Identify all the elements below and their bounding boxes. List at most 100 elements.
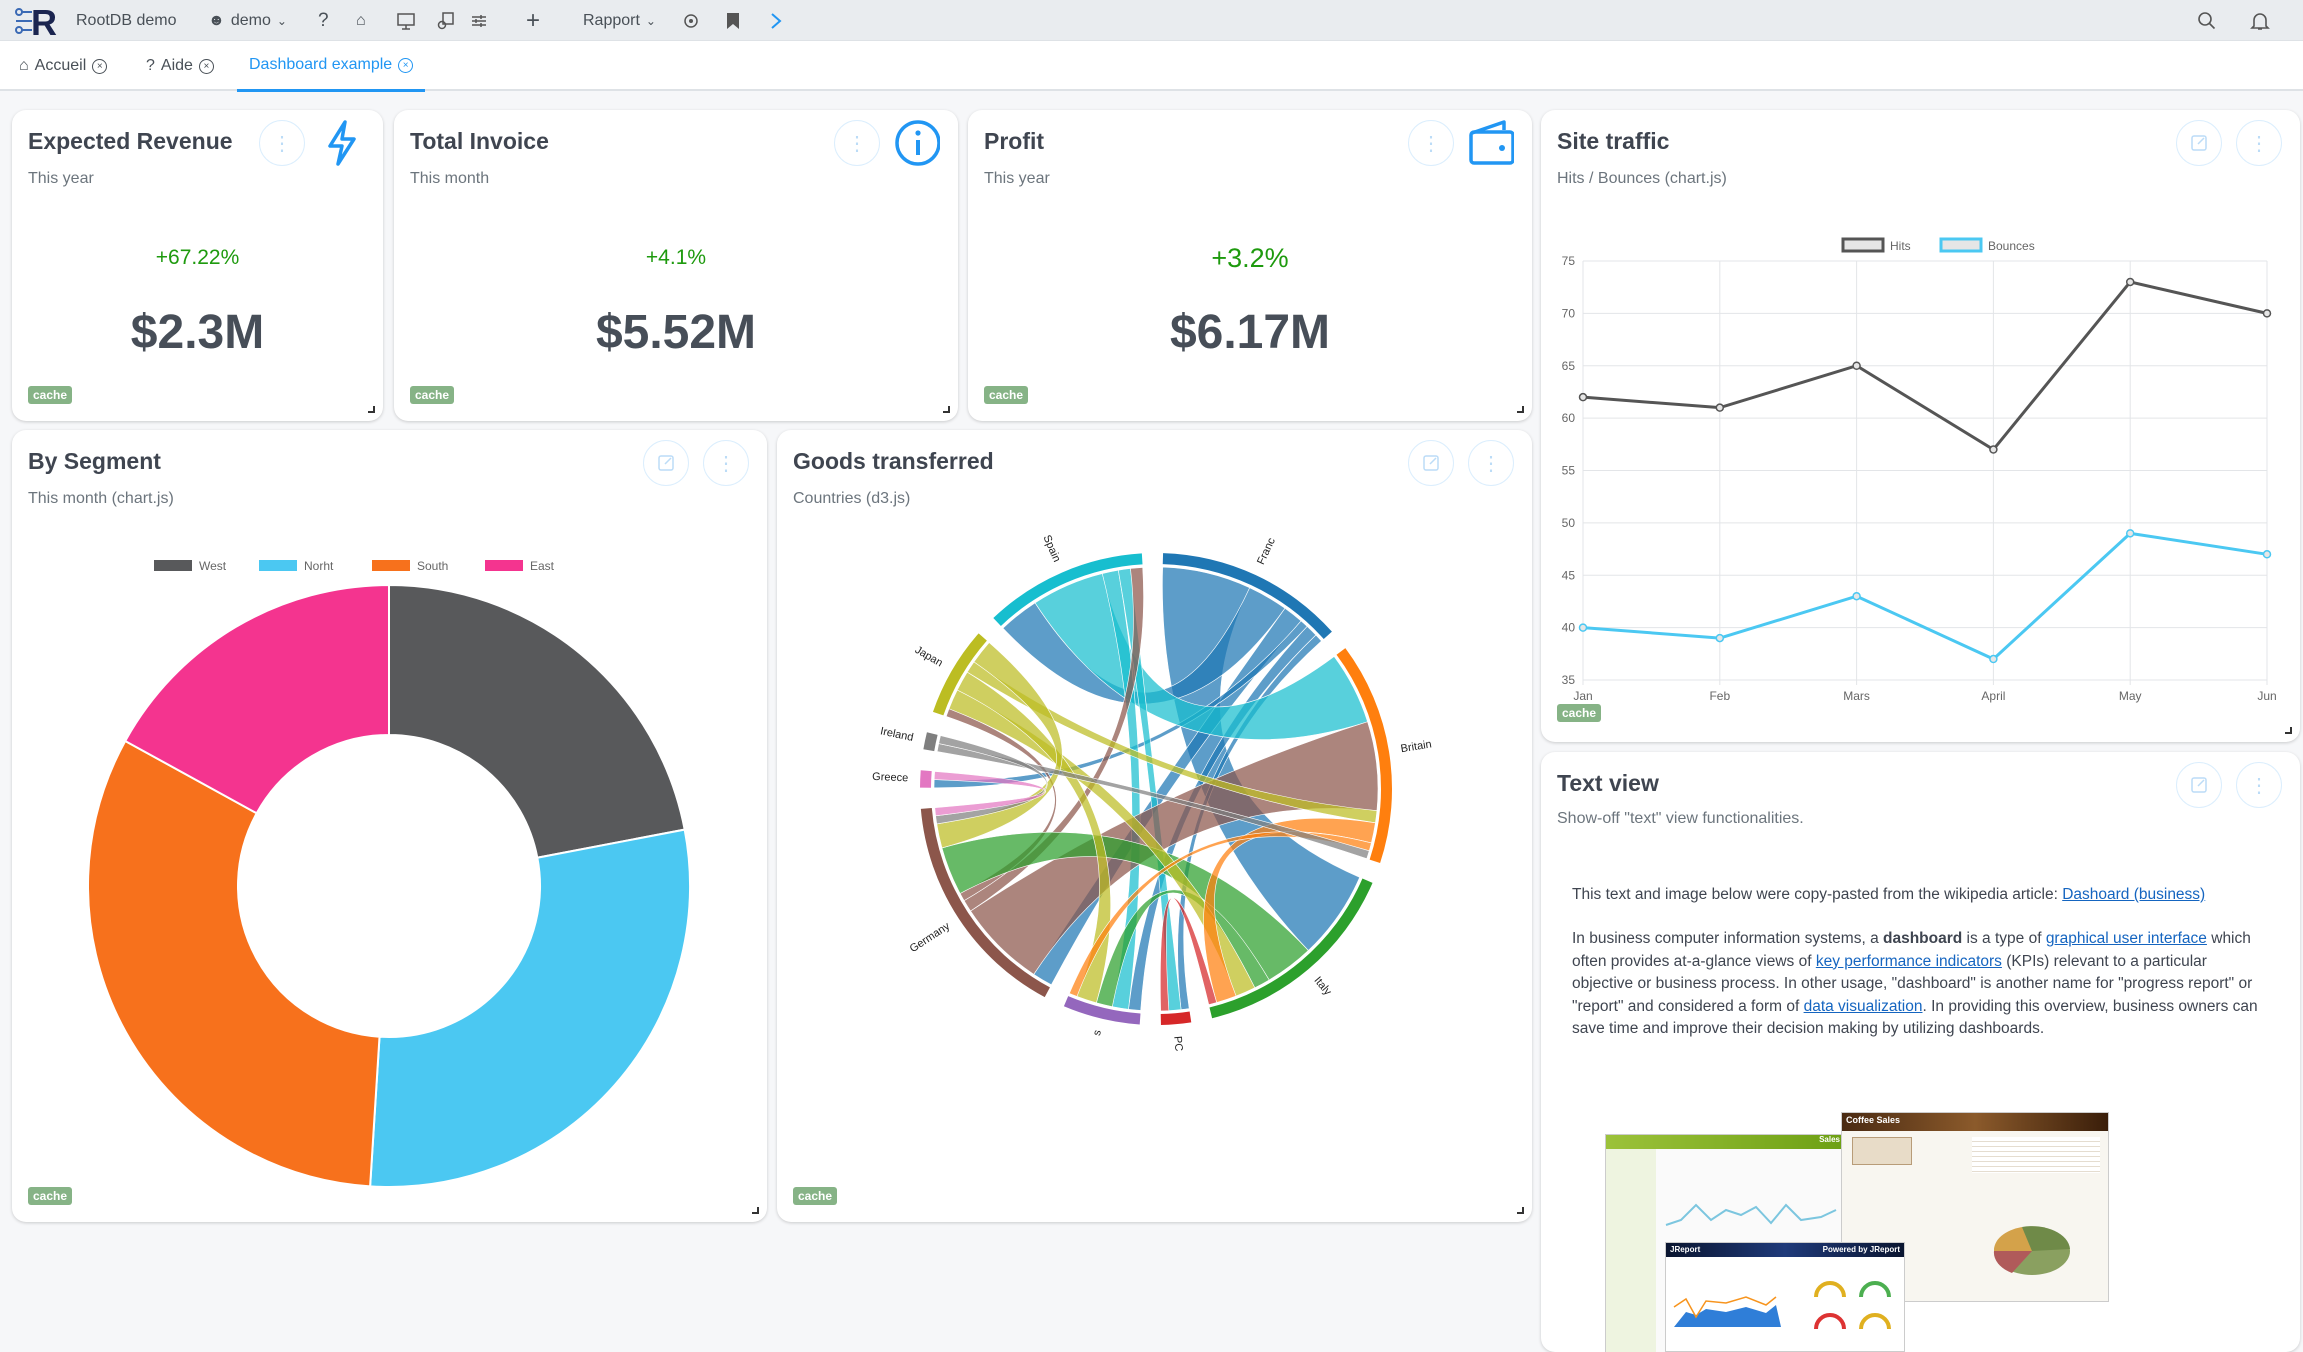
series-line: [1582, 531, 2268, 661]
chord-group-arc: [1160, 1011, 1192, 1025]
data-point: [1715, 403, 1725, 412]
chord-group-arc: [923, 732, 938, 752]
chord-ribbon: [1177, 634, 1322, 1010]
card-site-traffic: Site traffic Hits / Bounces (chart.js) ⋮…: [1541, 110, 2300, 742]
x-tick-label: May: [2119, 689, 2142, 703]
kebab-menu-button[interactable]: ⋮: [259, 120, 305, 166]
text-segment: (KPIs) relevant to a particular objectiv…: [1572, 952, 2253, 1015]
settings-sliders-icon[interactable]: [470, 0, 488, 41]
resize-handle[interactable]: [1517, 1207, 1524, 1214]
chevron-down-icon: ⌄: [276, 13, 287, 28]
intro-text: This text and image below were copy-past…: [1572, 886, 2063, 903]
report-menu[interactable]: Rapport ⌄: [583, 0, 656, 41]
close-icon[interactable]: ×: [92, 58, 108, 74]
link-dashboard-business[interactable]: Dashoard (business): [2062, 886, 2206, 903]
chord-group-arc: [1063, 996, 1141, 1025]
legend-label: South: [417, 559, 448, 573]
y-tick-label: 40: [1562, 621, 1576, 635]
y-tick-label: 55: [1562, 464, 1576, 478]
home-icon[interactable]: ⌂: [356, 11, 366, 29]
kebab-menu-button[interactable]: ⋮: [1408, 120, 1454, 166]
kebab-menu-button[interactable]: ⋮: [2236, 762, 2282, 808]
line-chart: 35 40 45 50 55 60 65 70 75 Jan Feb Mars April May Jun H…: [1562, 237, 2277, 703]
tab-label: Accueil: [34, 57, 87, 74]
chevron-down-icon: ⌄: [645, 13, 656, 28]
play-icon[interactable]: [770, 0, 782, 41]
y-tick-label: 45: [1562, 568, 1576, 582]
chord-group-arc: [932, 633, 987, 716]
chord-group-arc: [993, 553, 1143, 626]
resize-handle[interactable]: [2285, 727, 2292, 734]
data-point: [2262, 550, 2272, 559]
legend-swatch: [1939, 237, 1983, 253]
resize-handle[interactable]: [1517, 406, 1524, 413]
x-tick-label: Feb: [1709, 689, 1730, 703]
card-title: Text view: [1557, 770, 1659, 796]
info-icon: [894, 120, 940, 166]
x-tick-label: April: [1981, 689, 2005, 703]
text-segment: which often provides at-a-glance views o…: [1572, 930, 2251, 970]
card-title: Site traffic: [1557, 128, 1670, 154]
chord-group-arc: [920, 770, 932, 788]
link-data-visualization[interactable]: data visualization: [1803, 997, 1923, 1015]
cache-badge: cache: [28, 1187, 73, 1205]
help-icon[interactable]: ?: [318, 9, 329, 31]
bookmark-icon[interactable]: [726, 0, 740, 41]
eye-icon[interactable]: [682, 0, 700, 41]
bold-term: dashboard: [1883, 930, 1963, 947]
tab-dashboard-example[interactable]: Dashboard example ×: [237, 41, 426, 92]
y-tick-label: 70: [1562, 306, 1576, 320]
resize-handle[interactable]: [368, 406, 375, 413]
y-tick-label: 75: [1562, 254, 1576, 268]
image-label: JReport: [1670, 1245, 1701, 1254]
user-icon: ☻: [208, 11, 225, 29]
donut-slice: [388, 583, 686, 859]
donut-slice: [123, 583, 390, 815]
kebab-menu-button[interactable]: ⋮: [1468, 440, 1514, 486]
close-icon[interactable]: ×: [398, 57, 414, 73]
change-percent: +3.2%: [1211, 243, 1289, 273]
donut-slice: [87, 739, 381, 1188]
connector-icon[interactable]: [437, 0, 455, 41]
kebab-menu-button[interactable]: ⋮: [703, 440, 749, 486]
expand-button[interactable]: [1408, 440, 1454, 486]
rootdb-logo[interactable]: R: [14, 0, 62, 41]
link-key-performance-indicators[interactable]: key performance indicators: [1815, 952, 2002, 970]
chord-group-label: PC: [1171, 1036, 1184, 1052]
kpi-value: $6.17M: [1169, 306, 1331, 359]
data-point: [1852, 591, 1861, 601]
resize-handle[interactable]: [943, 406, 950, 413]
card-subtitle: Hits / Bounces (chart.js): [1557, 170, 1727, 187]
kebab-menu-button[interactable]: ⋮: [2236, 120, 2282, 166]
user-menu[interactable]: ☻ demo ⌄: [208, 0, 287, 41]
resize-handle[interactable]: [752, 1207, 759, 1214]
card-title: Profit: [984, 128, 1045, 154]
series-line: [1582, 280, 2268, 452]
close-icon[interactable]: ×: [198, 58, 214, 74]
card-subtitle: Show-off "text" view functionalities.: [1557, 810, 1804, 827]
text-segment: . In providing this overview, business o…: [1572, 997, 2258, 1038]
legend-swatch: [154, 560, 192, 571]
monitor-icon[interactable]: [397, 0, 415, 41]
lightning-icon: [319, 120, 365, 166]
expand-button[interactable]: [2176, 120, 2222, 166]
expand-button[interactable]: [643, 440, 689, 486]
search-icon[interactable]: [2197, 0, 2217, 41]
card-goods-transferred: Goods transferred Countries (d3.js) ⋮ Fr…: [777, 430, 1532, 1222]
chord-ribbon: [956, 671, 1111, 1004]
x-tick-label: Jan: [1573, 689, 1592, 703]
add-icon[interactable]: +: [526, 6, 541, 34]
link-graphical-user-interface[interactable]: graphical user interface: [2045, 930, 2207, 947]
donut-chart: West Norht South East: [87, 559, 691, 1188]
bell-icon[interactable]: [2250, 0, 2270, 41]
card-expected-revenue: Expected Revenue This year ⋮ +67.22% $2.…: [12, 110, 383, 421]
image-label: Powered by JReport: [1822, 1245, 1900, 1254]
tab-accueil[interactable]: ⌂ Accueil ×: [19, 41, 108, 91]
cache-badge: cache: [793, 1187, 838, 1205]
tab-aide[interactable]: ? Aide ×: [146, 41, 214, 91]
chord-group-label: Italy: [1311, 975, 1334, 999]
chord-group-label: Spain: [1040, 533, 1062, 564]
expand-button[interactable]: [2176, 762, 2222, 808]
kebab-menu-button[interactable]: ⋮: [834, 120, 880, 166]
data-point: [2125, 277, 2135, 287]
